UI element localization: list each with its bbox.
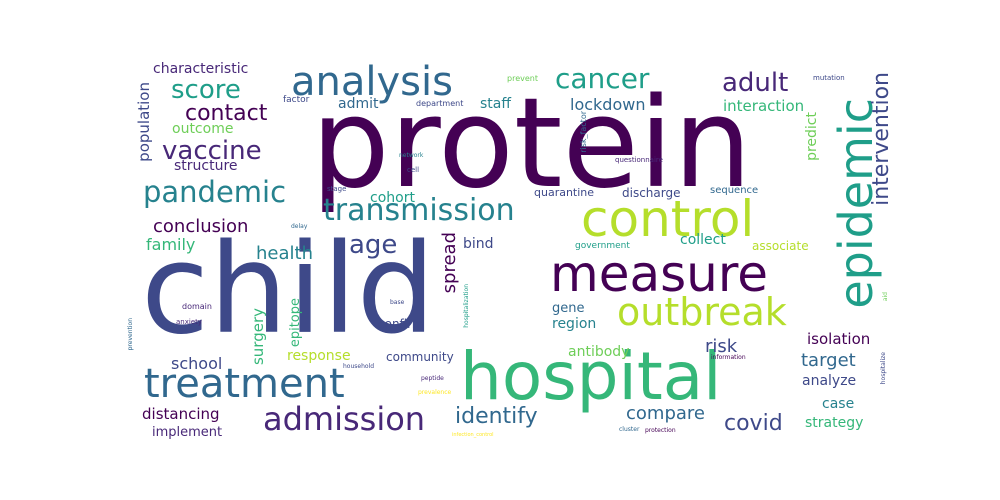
- word: structure: [174, 158, 238, 174]
- word: protection: [645, 427, 676, 434]
- word: analysis: [291, 60, 453, 105]
- word: pandemic: [143, 175, 287, 209]
- word: cancer: [555, 62, 650, 95]
- word: outcome: [172, 121, 234, 137]
- word: government: [575, 241, 630, 251]
- word: gene: [552, 301, 585, 316]
- word: peptide: [421, 375, 444, 382]
- word: risk_factor: [579, 111, 588, 153]
- word: isolation: [807, 330, 871, 348]
- word: family: [146, 235, 196, 254]
- word: child: [141, 218, 436, 362]
- word: prevent: [507, 74, 538, 83]
- word: staff: [480, 96, 512, 112]
- word: hospitalization: [463, 284, 470, 328]
- word: cell: [407, 166, 420, 174]
- word: admission: [263, 400, 426, 438]
- word: delay: [291, 223, 308, 230]
- word: cohort: [370, 190, 415, 206]
- word: department: [416, 99, 464, 108]
- word: region: [552, 316, 597, 332]
- word: case: [822, 396, 855, 412]
- word: bind: [463, 236, 494, 252]
- word: epitope: [288, 298, 303, 348]
- word: score: [171, 75, 241, 105]
- word: covid: [724, 411, 783, 436]
- word: anxiety: [176, 318, 203, 326]
- word: health: [256, 243, 313, 264]
- word: school: [171, 354, 223, 373]
- word: stage: [327, 185, 347, 193]
- word: collect: [680, 232, 726, 248]
- word: implement: [152, 425, 223, 440]
- word: interaction: [723, 97, 805, 115]
- word: hospitalize: [880, 352, 887, 385]
- word: infection_control: [452, 432, 494, 438]
- word: lockdown: [570, 95, 646, 114]
- word: surgery: [249, 308, 267, 366]
- word: admit: [338, 96, 379, 112]
- word: network: [399, 152, 424, 159]
- word: predict: [804, 112, 820, 161]
- word: vaccine: [162, 136, 262, 166]
- word: contact: [185, 101, 268, 126]
- word: information: [711, 354, 746, 361]
- word: prevalence: [418, 389, 452, 396]
- word: population: [135, 82, 153, 162]
- word: risk: [705, 336, 738, 357]
- word: strategy: [805, 415, 864, 431]
- word: cluster: [619, 426, 640, 433]
- word: confirm: [378, 317, 424, 331]
- word: community: [386, 350, 454, 364]
- word: questionnaire: [615, 156, 663, 164]
- word: hospital: [460, 338, 722, 415]
- word-cloud: protein child hospital measure control e…: [125, 60, 895, 440]
- word: transmission: [323, 193, 515, 228]
- word: analyze: [802, 373, 857, 389]
- word: quarantine: [534, 186, 595, 199]
- word: aid: [882, 292, 889, 302]
- word: mutation: [813, 74, 845, 82]
- word: outbreak: [617, 290, 787, 334]
- word: associate: [752, 239, 809, 253]
- word: protein: [311, 72, 752, 216]
- word: household: [343, 363, 375, 370]
- word: characteristic: [153, 61, 249, 77]
- word: sequence: [710, 185, 759, 196]
- word: identify: [455, 404, 538, 429]
- word: response: [287, 348, 351, 364]
- word: treatment: [144, 361, 345, 407]
- word: age: [349, 230, 398, 260]
- word: factor: [283, 95, 310, 105]
- word: control: [581, 190, 755, 248]
- word: discharge: [622, 186, 681, 200]
- word: prevention: [127, 318, 134, 351]
- word: distancing: [142, 405, 220, 423]
- word: measure: [550, 245, 769, 303]
- word: conclusion: [153, 216, 249, 237]
- word: adult: [722, 68, 789, 98]
- word: domain: [182, 302, 212, 311]
- word: compare: [626, 403, 705, 424]
- word: intervention: [869, 72, 894, 206]
- word: target: [801, 350, 856, 371]
- word: antibody: [568, 344, 630, 360]
- word: spread: [439, 232, 460, 294]
- word: base: [390, 299, 405, 306]
